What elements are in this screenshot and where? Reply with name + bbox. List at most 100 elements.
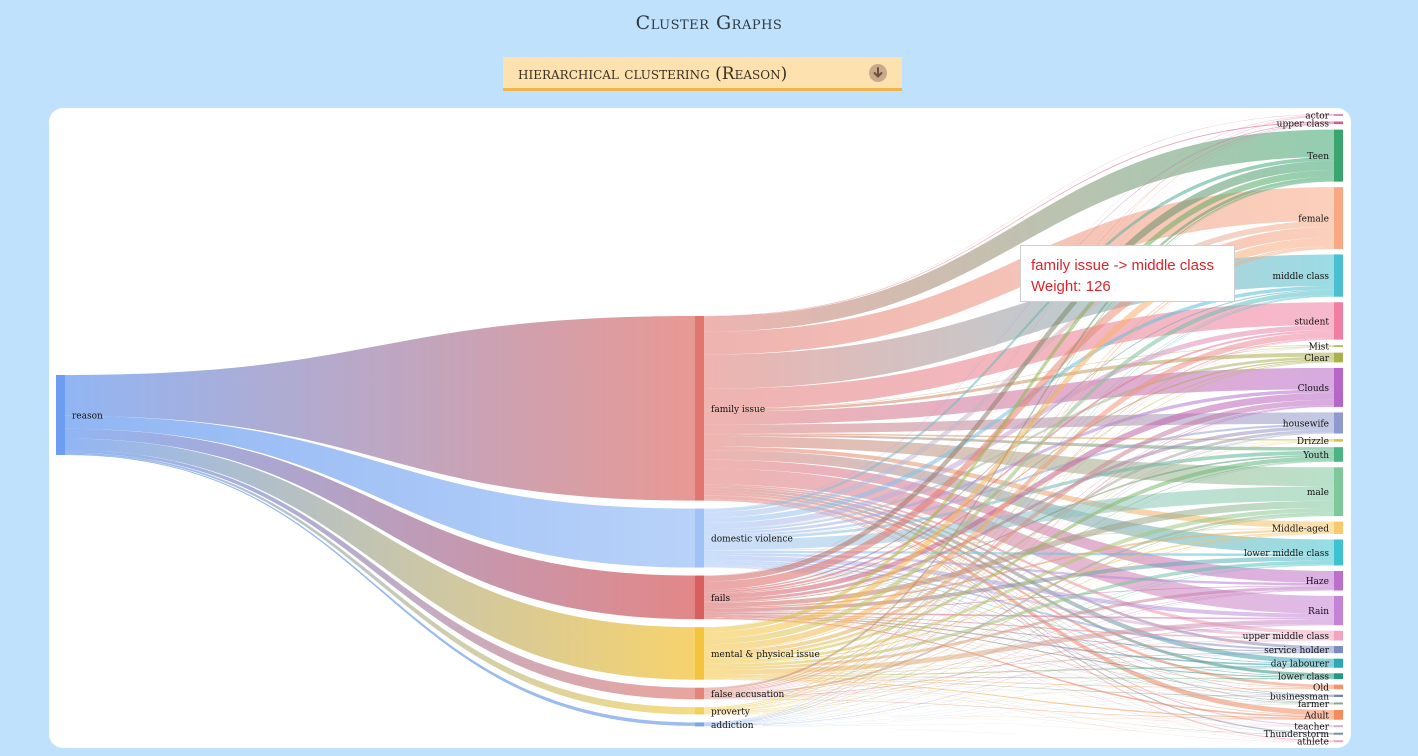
node-family-issue[interactable] xyxy=(695,316,704,501)
link-false-accusation-to-businessman xyxy=(704,696,1334,699)
link-proverty-to-day-labourer xyxy=(704,667,1334,715)
node-false-accusation[interactable] xyxy=(695,687,704,700)
node-thunderstorm[interactable] xyxy=(1334,732,1343,735)
link-addiction-to-lower-class xyxy=(704,679,1334,727)
node-female[interactable] xyxy=(1334,187,1343,249)
node-haze[interactable] xyxy=(1334,570,1343,591)
link-proverty-to-drizzle xyxy=(704,441,1334,712)
link-false-accusation-to-male xyxy=(704,512,1334,696)
link-proverty-to-middle-class xyxy=(704,295,1334,711)
link-mental-physical-issue-to-teacher xyxy=(704,679,1334,728)
link-fails-to-middle-aged xyxy=(704,528,1334,609)
node-day-labourer[interactable] xyxy=(1334,658,1343,668)
node-rain[interactable] xyxy=(1334,595,1343,626)
label-clouds: Clouds xyxy=(1298,384,1330,394)
node-drizzle[interactable] xyxy=(1334,439,1343,442)
link-false-accusation-to-lower-class xyxy=(704,678,1334,699)
link-proverty-to-old xyxy=(704,689,1334,715)
node-middle-class[interactable] xyxy=(1334,254,1343,297)
link-fails-to-upper-class xyxy=(704,123,1334,576)
label-service-holder: service holder xyxy=(1264,646,1330,656)
node-clouds[interactable] xyxy=(1334,367,1343,407)
link-fails-to-adult xyxy=(704,617,1334,718)
link-proverty-to-thunderstorm xyxy=(704,714,1334,735)
node-service-holder[interactable] xyxy=(1334,646,1343,654)
link-false-accusation-to-teacher xyxy=(704,699,1334,728)
node-youth[interactable] xyxy=(1334,447,1343,462)
dropdown-selected-label: hierarchical clustering (Reason) xyxy=(518,64,788,84)
link-proverty-to-businessman xyxy=(704,696,1334,715)
link-family-issue-to-old xyxy=(704,493,1334,688)
label-day-labourer: day labourer xyxy=(1271,660,1330,670)
link-proverty-to-teacher xyxy=(704,714,1334,728)
link-false-accusation-to-middle-class xyxy=(704,295,1334,692)
link-mental-physical-issue-to-adult xyxy=(704,678,1334,719)
link-fails-to-actor xyxy=(704,115,1334,576)
link-family-issue-to-lower-middle-class xyxy=(704,450,1334,554)
link-fails-to-teen xyxy=(704,160,1334,582)
link-family-issue-to-clear xyxy=(704,352,1334,412)
clustering-method-dropdown[interactable]: hierarchical clustering (Reason) xyxy=(503,57,902,91)
link-domestic-violence-to-farmer xyxy=(704,566,1334,704)
node-upper-class[interactable] xyxy=(1334,121,1343,125)
node-upper-middle-class[interactable] xyxy=(1334,630,1343,641)
node-proverty[interactable] xyxy=(695,707,704,715)
link-family-issue-to-upper-class xyxy=(704,121,1334,317)
link-mental-physical-issue-to-actor xyxy=(704,115,1334,628)
label-old: Old xyxy=(1313,683,1329,693)
node-student[interactable] xyxy=(1334,302,1343,340)
node-domestic-violence[interactable] xyxy=(695,508,704,568)
node-teacher[interactable] xyxy=(1334,725,1343,728)
link-addiction-to-drizzle xyxy=(704,441,1334,725)
link-mental-physical-issue-to-drizzle xyxy=(704,441,1334,659)
node-clear[interactable] xyxy=(1334,352,1343,363)
download-arrow-icon[interactable] xyxy=(869,64,887,82)
link-proverty-to-actor xyxy=(704,115,1334,708)
link-fails-to-upper-middle-class xyxy=(704,613,1334,639)
link-proverty-to-teen xyxy=(704,179,1334,709)
link-addiction-to-student xyxy=(704,339,1334,725)
label-farmer: farmer xyxy=(1298,700,1330,710)
link-false-accusation-to-actor xyxy=(704,115,1334,688)
node-old[interactable] xyxy=(1334,684,1343,690)
label-female: female xyxy=(1298,215,1329,225)
label-haze: Haze xyxy=(1306,577,1329,587)
node-adult[interactable] xyxy=(1334,709,1343,720)
node-housewife[interactable] xyxy=(1334,412,1343,434)
node-lower-class[interactable] xyxy=(1334,673,1343,680)
node-fails[interactable] xyxy=(695,575,704,620)
link-proverty-to-upper-class xyxy=(704,124,1334,708)
link-proverty-to-youth xyxy=(704,461,1334,712)
node-mist[interactable] xyxy=(1334,345,1343,348)
link-addiction-to-athlete xyxy=(704,726,1334,743)
link-proverty-to-middle-aged xyxy=(704,533,1334,713)
label-fails: fails xyxy=(711,594,730,604)
link-false-accusation-to-upper-class xyxy=(704,123,1334,688)
node-farmer[interactable] xyxy=(1334,702,1343,705)
node-middle-aged[interactable] xyxy=(1334,521,1343,534)
node-mental-physical-issue[interactable] xyxy=(695,627,704,680)
link-domestic-violence-to-upper-class xyxy=(704,122,1334,510)
node-male[interactable] xyxy=(1334,467,1343,517)
node-actor[interactable] xyxy=(1334,114,1343,116)
node-athlete[interactable] xyxy=(1334,740,1343,743)
link-domestic-violence-to-lower-class xyxy=(704,564,1334,678)
label-family-issue: family issue xyxy=(711,405,765,415)
link-addiction-to-middle-aged xyxy=(704,533,1334,726)
link-fails-to-male xyxy=(704,500,1334,608)
label-businessman: businessman xyxy=(1270,692,1329,702)
page-title: Cluster Graphs xyxy=(635,12,783,34)
link-false-accusation-to-upper-middle-class xyxy=(704,639,1334,699)
node-lower-middle-class[interactable] xyxy=(1334,539,1343,566)
node-addiction[interactable] xyxy=(695,722,704,727)
label-youth: Youth xyxy=(1302,451,1329,461)
link-fails-to-mist xyxy=(704,346,1334,594)
link-addiction-to-upper-middle-class xyxy=(704,640,1334,727)
link-addiction-to-day-labourer xyxy=(704,667,1334,727)
node-businessman[interactable] xyxy=(1334,694,1343,697)
label-athlete: athlete xyxy=(1297,738,1329,748)
link-mental-physical-issue-to-teen xyxy=(704,170,1334,632)
link-addiction-to-youth xyxy=(704,461,1334,725)
node-reason[interactable] xyxy=(56,375,65,455)
node-teen[interactable] xyxy=(1334,129,1343,182)
